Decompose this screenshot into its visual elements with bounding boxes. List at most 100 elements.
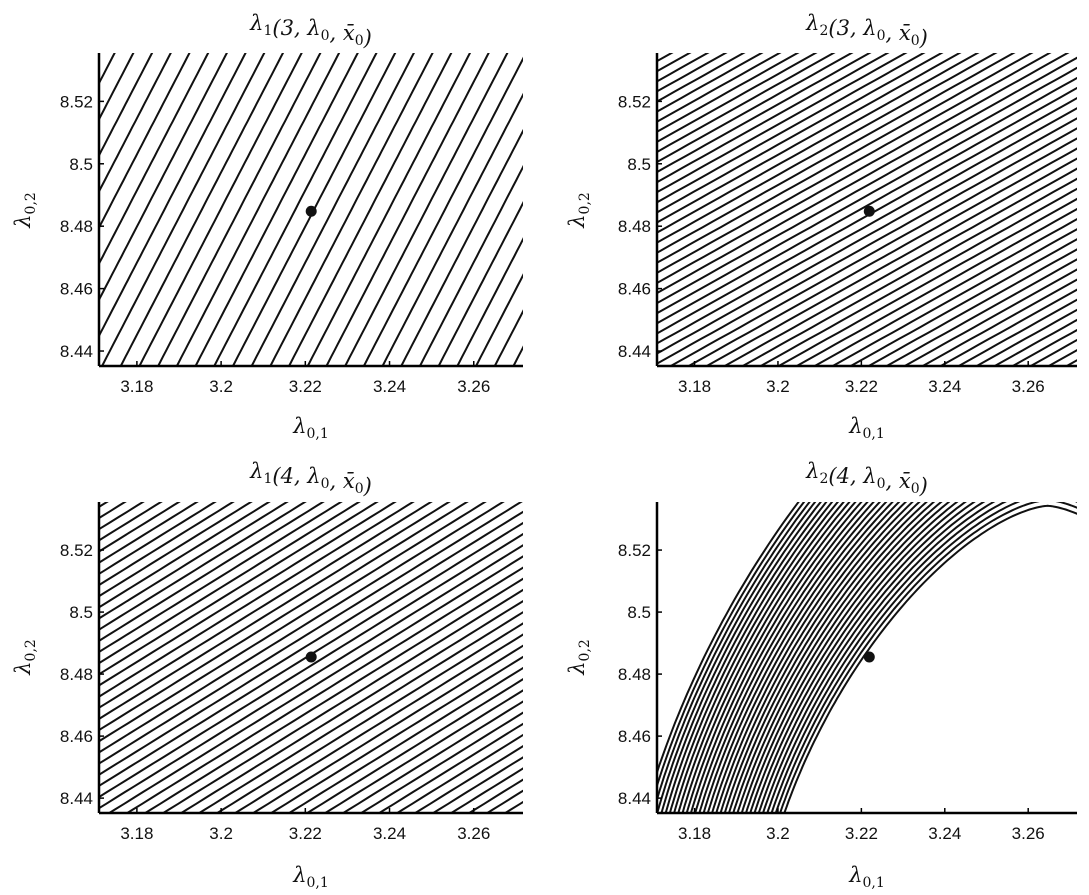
contour-line <box>673 502 840 813</box>
y-tick-label: 8.46 <box>618 280 651 299</box>
contour-line <box>657 502 817 813</box>
contour-line <box>920 278 1077 366</box>
contour-line <box>657 53 854 164</box>
contour-line <box>305 678 523 813</box>
y-tick-label: 8.52 <box>618 541 651 560</box>
contour-line <box>413 745 523 813</box>
contour-line <box>757 502 976 813</box>
contour-line <box>99 502 325 643</box>
contour-line <box>99 502 343 654</box>
y-axis-label: λ0,2 <box>11 192 39 229</box>
contour-line <box>884 258 1077 366</box>
contour-line <box>99 502 109 509</box>
contour-line <box>563 482 1089 833</box>
y-tick-label: 8.44 <box>60 342 93 361</box>
contour-line <box>213 53 378 366</box>
contour-line <box>657 53 998 244</box>
contour-line <box>657 127 1077 365</box>
x-tick-label: 3.22 <box>289 824 322 843</box>
contour-line <box>995 482 1089 833</box>
contour-line <box>99 502 235 587</box>
contour-line <box>306 53 472 366</box>
y-tick-label: 8.48 <box>60 665 93 684</box>
contour-line <box>657 53 890 184</box>
contour-line <box>848 238 1077 366</box>
contour-line <box>269 53 434 366</box>
y-tick-label: 8.52 <box>618 92 651 111</box>
x-tick-label: 3.2 <box>766 377 790 396</box>
x-tick-label: 3.22 <box>289 377 322 396</box>
y-tick-label: 8.46 <box>618 727 651 746</box>
contour-line <box>99 502 487 743</box>
contour-lines <box>0 33 1077 386</box>
contour-line <box>774 502 1077 813</box>
contour-line <box>657 97 1077 335</box>
contour-line <box>99 502 307 631</box>
x-tick-label: 3.22 <box>845 377 878 396</box>
contour-line <box>783 504 1077 813</box>
y-tick-label: 8.46 <box>60 727 93 746</box>
x-tick-label: 3.24 <box>928 824 961 843</box>
contour-line <box>381 92 523 366</box>
contour-line <box>689 502 863 813</box>
contour-line <box>0 482 13 833</box>
contour-line <box>657 53 908 194</box>
x-tick-label: 3.2 <box>209 824 233 843</box>
x-tick-label: 3.22 <box>845 824 878 843</box>
y-tick-label: 8.44 <box>618 342 651 361</box>
contour-line <box>657 53 746 103</box>
contour-line <box>1067 482 1089 833</box>
contour-line <box>325 53 490 366</box>
x-tick-label: 3.26 <box>1012 824 1045 843</box>
contour-line <box>359 711 523 813</box>
contour-line <box>657 53 782 123</box>
contour-line <box>657 56 1077 295</box>
contour-line <box>657 53 980 234</box>
contour-line <box>0 33 88 386</box>
contour-line <box>99 502 379 676</box>
contour-line <box>431 756 523 813</box>
contour-line <box>749 502 959 813</box>
contour-line <box>0 482 85 833</box>
contour-line <box>99 53 191 230</box>
contour-line <box>100 53 266 366</box>
contour-line <box>287 666 523 813</box>
contour-line <box>743 482 1089 833</box>
x-tick-label: 3.18 <box>678 824 711 843</box>
contour-line <box>668 137 1077 366</box>
contour-line <box>99 502 271 609</box>
contour-line <box>887 482 1089 833</box>
contour-line <box>99 502 505 754</box>
contour-line <box>719 502 908 813</box>
x-tick-label: 3.18 <box>120 377 153 396</box>
contour-line <box>99 532 523 799</box>
contour-line <box>657 53 800 133</box>
contour-line <box>866 248 1077 366</box>
contour-line <box>657 53 872 174</box>
contour-line <box>1031 482 1089 833</box>
x-tick-label: 3.18 <box>120 824 153 843</box>
y-axis-label: λ0,2 <box>565 639 593 676</box>
contour-line <box>657 53 710 83</box>
contour-line <box>99 502 415 698</box>
plot-lambda1-n4: 3.18 3.2 3.22 3.24 3.26 8.44 8.46 8.48 8.5 8.52 λ1… <box>0 459 1089 891</box>
contour-line <box>776 197 1077 366</box>
reference-point-marker <box>863 651 875 663</box>
contour-line <box>977 482 1089 833</box>
y-tick-label: 8.5 <box>69 603 93 622</box>
contour-line <box>99 502 289 620</box>
contour-line <box>99 53 228 302</box>
contour-line <box>770 502 1007 813</box>
contour-line <box>362 56 523 366</box>
reference-point-marker <box>863 205 875 217</box>
contour-line <box>269 655 523 813</box>
reference-point-marker <box>305 651 317 663</box>
contour-line <box>736 502 936 813</box>
x-axis-label: λ0,1 <box>848 863 885 891</box>
contour-line <box>161 588 523 813</box>
contour-line <box>0 33 563 386</box>
contour-line <box>1013 482 1089 833</box>
contour-line <box>657 53 1070 285</box>
contour-line <box>250 53 415 366</box>
contour-line <box>125 566 523 813</box>
